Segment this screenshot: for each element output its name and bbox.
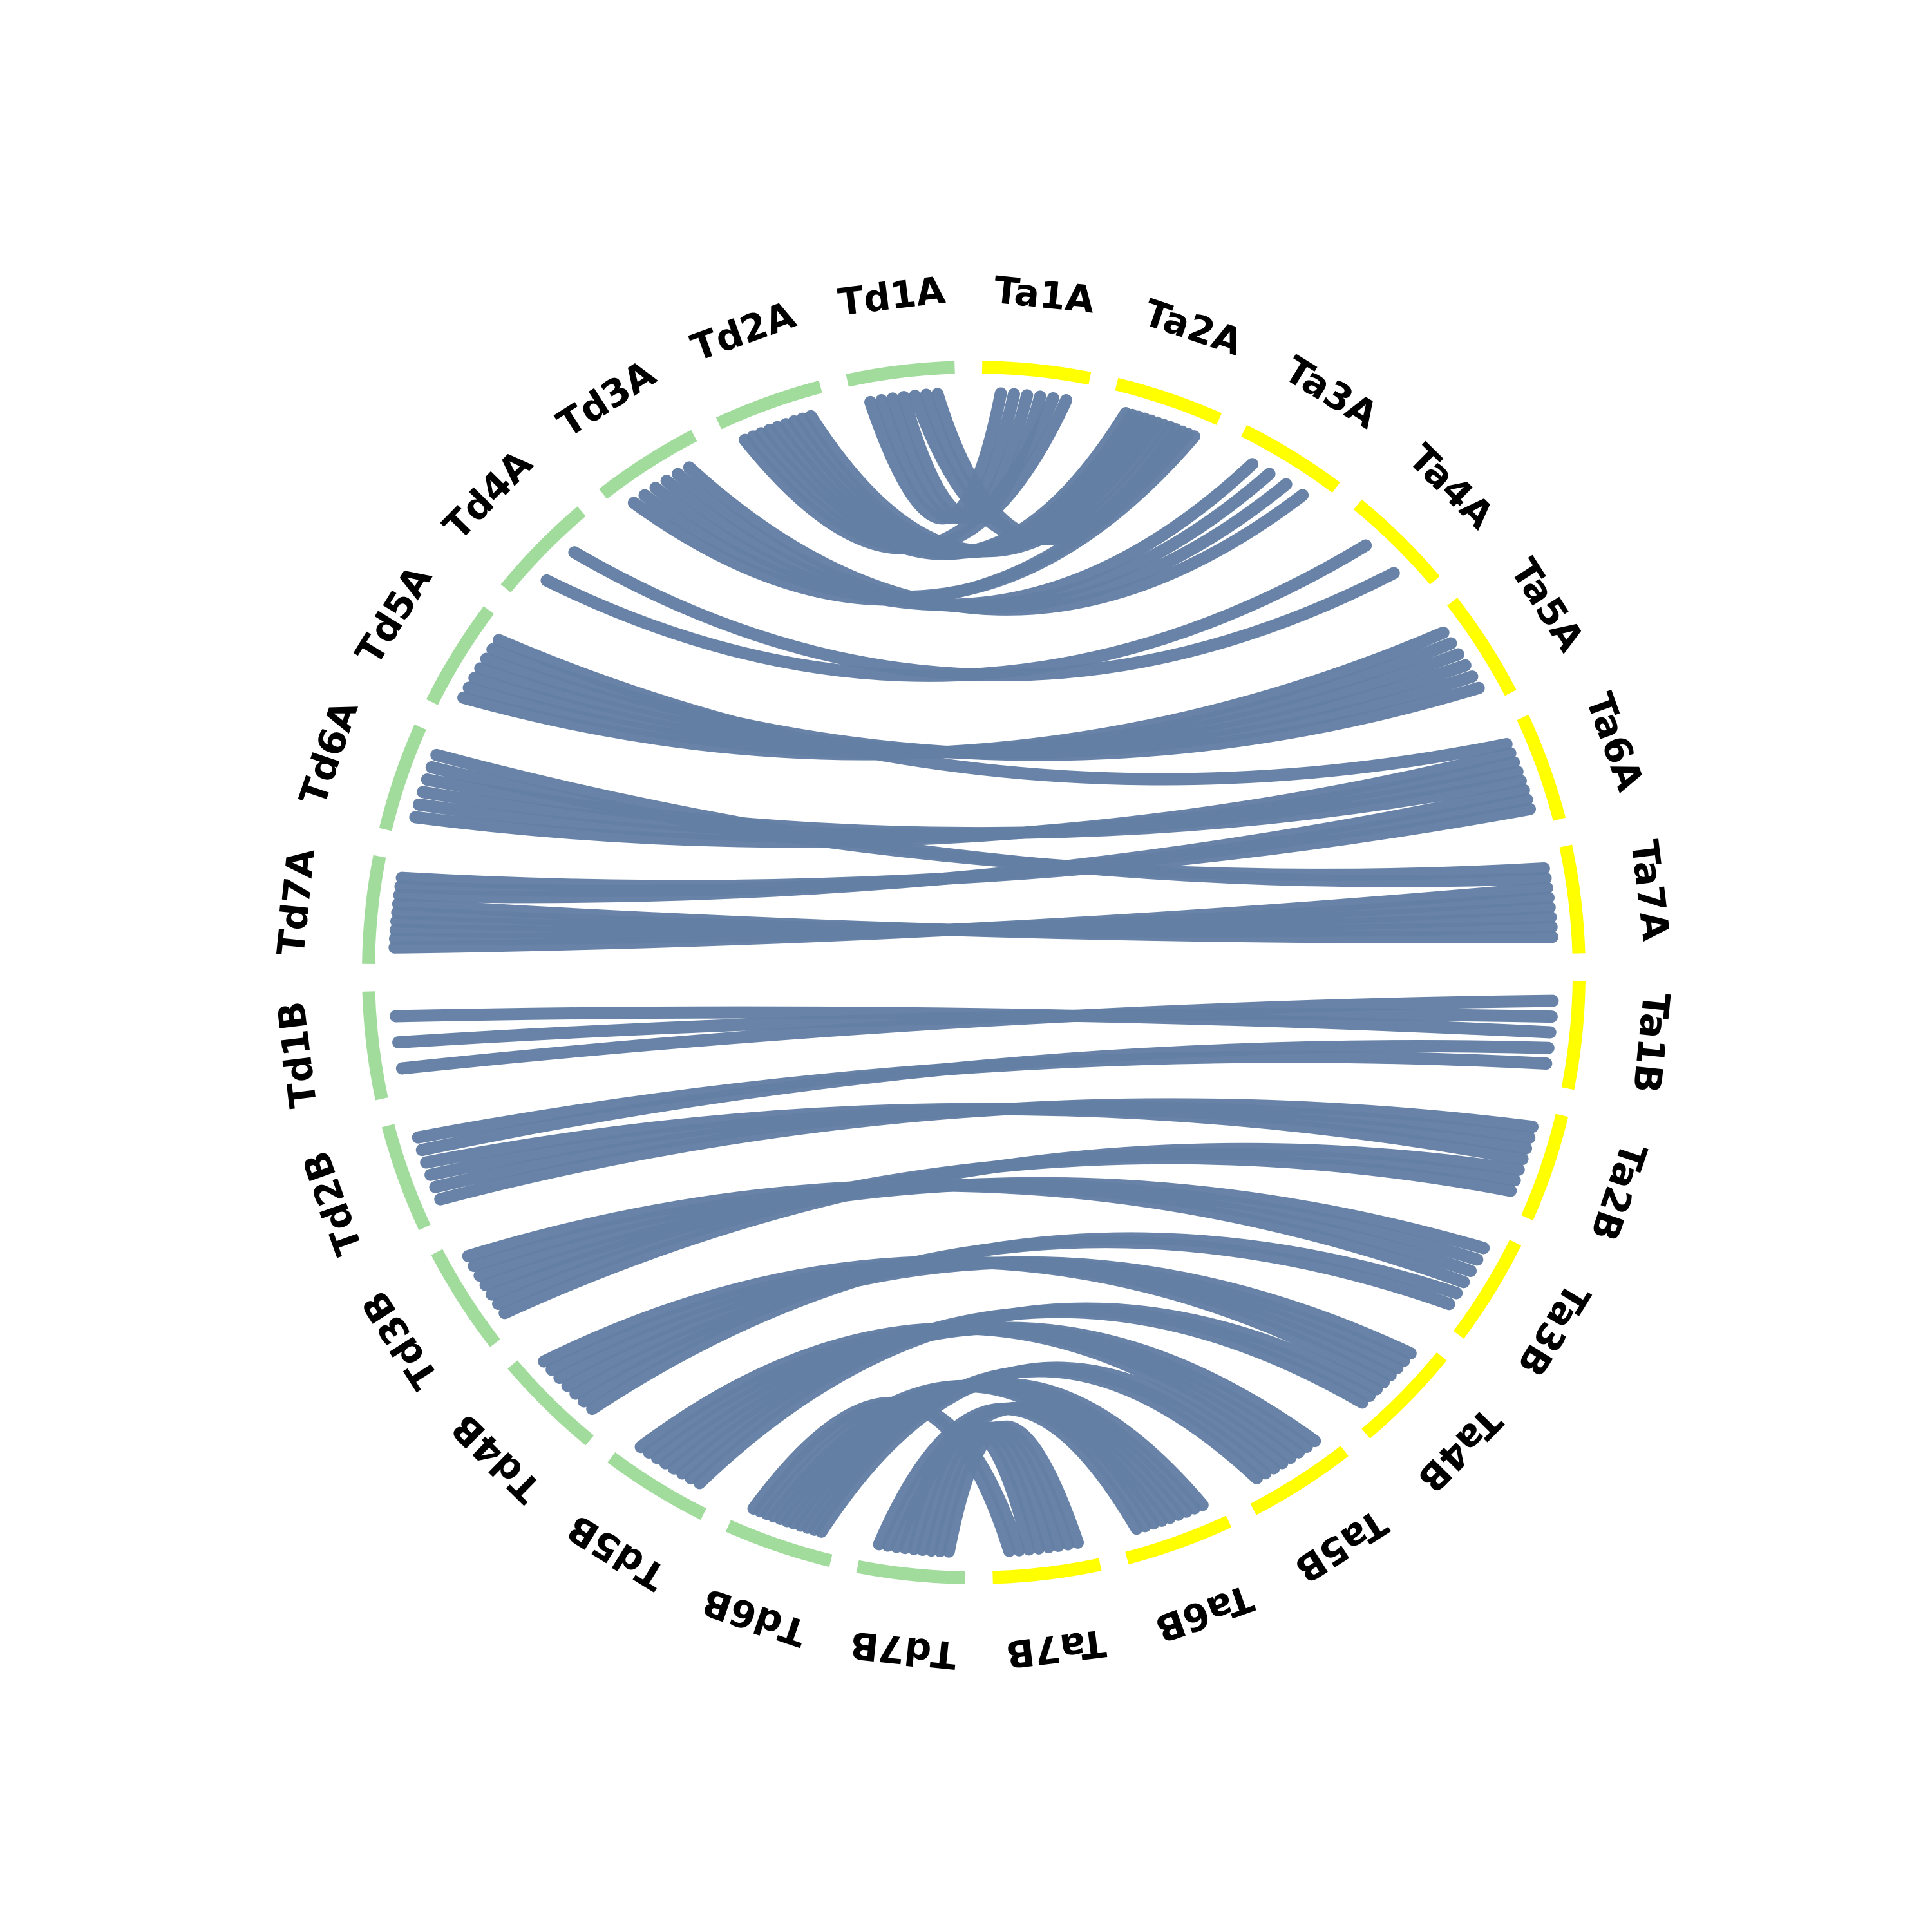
segment-Td3A xyxy=(599,430,697,499)
link-Td3A-Ta2A xyxy=(638,430,1200,603)
label-Ta2B: Ta2B xyxy=(1582,1137,1656,1246)
segment-Td5A xyxy=(426,606,495,705)
label-Ta6A: Ta6A xyxy=(1577,687,1653,797)
label-Ta4B: Ta4B xyxy=(1409,1399,1511,1501)
segment-Td2B xyxy=(381,1124,431,1231)
segment-Ta1B xyxy=(1561,980,1586,1090)
link-Td2B-Ta1B xyxy=(412,1050,1553,1144)
link-Td7A-Ta7A xyxy=(392,898,1558,943)
label-Td6A: Td6A xyxy=(290,696,366,811)
label-Ta3B: Ta3B xyxy=(1509,1276,1599,1384)
label-Ta7B: Ta7B xyxy=(1003,1621,1108,1676)
segment-Ta7A xyxy=(1559,844,1586,954)
label-Td3B: Td3B xyxy=(353,1283,448,1397)
label-Td2A: Td2A xyxy=(685,292,801,370)
label-Td1A: Td1A xyxy=(836,268,947,325)
label-Ta2A: Ta2A xyxy=(1139,290,1248,365)
segment-Td7B xyxy=(856,1560,966,1584)
links-layer xyxy=(388,387,1559,1558)
label-Td5B: Td5B xyxy=(560,1506,674,1599)
chromosome-segments xyxy=(362,361,1586,1584)
segment-Ta1A xyxy=(981,361,1092,385)
link-Td3B-Ta3B xyxy=(462,1179,1470,1289)
label-Td3A: Td3A xyxy=(549,352,663,446)
segment-Td4B xyxy=(507,1360,594,1446)
segment-Td1A xyxy=(846,361,955,387)
link-Td2B-Ta2B xyxy=(420,1103,1529,1169)
label-Td1B: Td1B xyxy=(269,999,325,1110)
segment-Td5B xyxy=(607,1452,706,1520)
label-Td6B: Td6B xyxy=(697,1580,812,1656)
link-Td1B-Ta1B xyxy=(390,1006,1557,1039)
label-Td5A: Td5A xyxy=(347,558,440,672)
segment-Td7A xyxy=(362,855,386,965)
link-Td6A-Ta7A xyxy=(430,748,1552,887)
segment-Ta7B xyxy=(992,1558,1102,1584)
segment-Td4A xyxy=(500,506,586,593)
segment-Td3B xyxy=(431,1249,500,1347)
label-Ta7A: Ta7A xyxy=(1622,838,1678,943)
segment-Ta6B xyxy=(1125,1515,1232,1565)
link-Td4A-Ta4A xyxy=(568,546,1400,681)
segment-Ta2A xyxy=(1115,377,1222,425)
label-Td4A: Td4A xyxy=(435,441,541,548)
segment-Td6A xyxy=(379,724,426,831)
link-Td2A-Ta2A xyxy=(804,410,1170,558)
segment-Ta2B xyxy=(1521,1113,1569,1221)
label-Td7A: Td7A xyxy=(269,846,323,958)
label-Ta6B: Ta6B xyxy=(1150,1576,1259,1651)
segment-Ta4A xyxy=(1353,499,1440,585)
link-Td5A-Ta6A xyxy=(493,634,1513,786)
link-Td7B-Ta6B xyxy=(873,1403,1143,1551)
label-Td4B: Td4B xyxy=(443,1405,550,1511)
label-Ta4A: Ta4A xyxy=(1400,435,1502,537)
label-Ta3A: Ta3A xyxy=(1277,347,1386,437)
link-Td6B-Ta7B xyxy=(747,1396,1016,1557)
segment-Ta3B xyxy=(1453,1240,1522,1339)
link-Td3A-Ta3A xyxy=(683,461,1309,616)
segment-Ta6A xyxy=(1517,714,1566,821)
link-Td4B-Ta4B xyxy=(538,1255,1390,1388)
label-Td7B: Td7B xyxy=(848,1623,959,1678)
segment-Ta5B xyxy=(1250,1446,1349,1515)
label-Ta1B: Ta1B xyxy=(1624,990,1678,1095)
label-Td2B: Td2B xyxy=(294,1146,371,1261)
link-Td5B-Ta5B xyxy=(634,1322,1289,1470)
label-Ta5A: Ta5A xyxy=(1502,551,1593,659)
label-Ta1A: Ta1A xyxy=(992,268,1097,322)
segment-Td1B xyxy=(362,991,388,1101)
segment-Ta5A xyxy=(1447,598,1517,696)
segment-Td6B xyxy=(725,1520,833,1567)
segment-Ta4B xyxy=(1361,1352,1447,1439)
label-Ta5B: Ta5B xyxy=(1287,1501,1396,1591)
segment-Td2A xyxy=(715,380,822,430)
segment-Ta3A xyxy=(1241,424,1340,493)
link-Td7A-Ta6A xyxy=(395,802,1536,893)
